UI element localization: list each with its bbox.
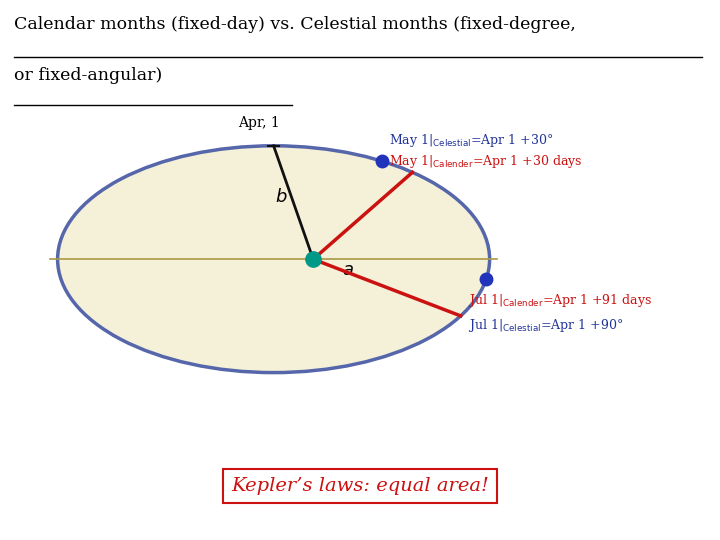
Text: b: b	[275, 188, 287, 206]
Text: May 1$|_{\rm Calender}$=Apr 1 +30 days: May 1$|_{\rm Calender}$=Apr 1 +30 days	[389, 153, 582, 170]
Text: May 1$|_{\rm Celestial}$=Apr 1 +30°: May 1$|_{\rm Celestial}$=Apr 1 +30°	[389, 132, 553, 148]
Text: Jul 1$|_{\rm Calender}$=Apr 1 +91 days: Jul 1$|_{\rm Calender}$=Apr 1 +91 days	[468, 292, 652, 309]
Text: Jul 1$|_{\rm Celestial}$=Apr 1 +90°: Jul 1$|_{\rm Celestial}$=Apr 1 +90°	[468, 318, 623, 334]
Text: a: a	[342, 261, 353, 279]
Ellipse shape	[58, 146, 490, 373]
Text: Apr, 1: Apr, 1	[238, 116, 280, 130]
Text: or fixed-angular): or fixed-angular)	[14, 68, 163, 84]
Text: Calendar months (fixed-day) vs. Celestial months (fixed-degree,: Calendar months (fixed-day) vs. Celestia…	[14, 16, 576, 33]
Text: Kepler’s laws: equal area!: Kepler’s laws: equal area!	[231, 477, 489, 495]
